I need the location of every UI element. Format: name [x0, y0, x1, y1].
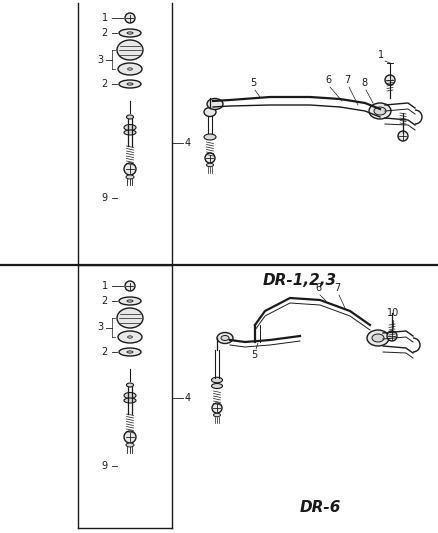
Text: 2: 2 — [102, 296, 108, 306]
Text: 7: 7 — [343, 75, 350, 85]
Text: 2: 2 — [102, 79, 108, 89]
Ellipse shape — [204, 108, 215, 117]
Ellipse shape — [204, 134, 215, 140]
Text: 9: 9 — [102, 461, 108, 471]
Circle shape — [205, 153, 215, 163]
Text: 2: 2 — [102, 28, 108, 38]
Text: 1: 1 — [377, 50, 383, 60]
Ellipse shape — [119, 29, 141, 37]
Ellipse shape — [117, 40, 143, 60]
Ellipse shape — [126, 115, 133, 119]
Circle shape — [386, 331, 396, 341]
Circle shape — [384, 75, 394, 85]
Circle shape — [124, 163, 136, 175]
Ellipse shape — [127, 68, 132, 70]
Ellipse shape — [213, 413, 220, 417]
Ellipse shape — [211, 377, 222, 383]
Text: 7: 7 — [333, 283, 339, 293]
Ellipse shape — [124, 130, 136, 135]
Ellipse shape — [119, 80, 141, 88]
Ellipse shape — [124, 392, 136, 399]
Ellipse shape — [126, 443, 134, 447]
Text: DR-1,2,3: DR-1,2,3 — [262, 273, 336, 288]
Ellipse shape — [119, 348, 141, 356]
Circle shape — [397, 131, 407, 141]
Ellipse shape — [371, 334, 383, 342]
Circle shape — [125, 281, 135, 291]
Text: 1: 1 — [102, 281, 108, 291]
Ellipse shape — [220, 335, 229, 341]
Ellipse shape — [368, 103, 390, 119]
Text: 2: 2 — [102, 347, 108, 357]
Text: DR-6: DR-6 — [299, 500, 340, 515]
Circle shape — [124, 431, 136, 443]
Ellipse shape — [118, 331, 141, 343]
Text: 10: 10 — [386, 308, 398, 318]
Text: 4: 4 — [184, 393, 191, 403]
Ellipse shape — [127, 351, 133, 353]
Ellipse shape — [127, 32, 133, 34]
Text: 5: 5 — [249, 78, 255, 88]
Ellipse shape — [373, 107, 385, 115]
Text: 3: 3 — [97, 54, 103, 64]
Text: 9: 9 — [102, 193, 108, 203]
Text: 6: 6 — [324, 75, 330, 85]
Text: 5: 5 — [250, 350, 257, 360]
Ellipse shape — [126, 383, 133, 387]
Ellipse shape — [366, 330, 388, 346]
Ellipse shape — [118, 63, 141, 75]
Ellipse shape — [211, 384, 222, 389]
Text: 1: 1 — [102, 13, 108, 23]
Ellipse shape — [124, 398, 136, 403]
Text: 4: 4 — [184, 138, 191, 148]
Ellipse shape — [127, 300, 133, 302]
Ellipse shape — [207, 99, 223, 109]
Ellipse shape — [126, 175, 134, 179]
Ellipse shape — [216, 333, 233, 343]
Ellipse shape — [127, 83, 133, 85]
Circle shape — [212, 403, 222, 413]
Text: 6: 6 — [314, 283, 320, 293]
Ellipse shape — [117, 308, 143, 328]
Ellipse shape — [206, 163, 213, 167]
Text: 8: 8 — [360, 78, 366, 88]
Ellipse shape — [124, 125, 136, 131]
Ellipse shape — [127, 336, 132, 338]
Circle shape — [125, 13, 135, 23]
Ellipse shape — [119, 297, 141, 305]
Text: 3: 3 — [97, 322, 103, 333]
